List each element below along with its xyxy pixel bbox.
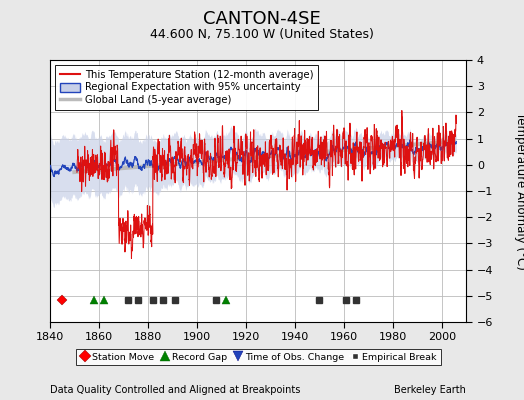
Legend: This Temperature Station (12-month average), Regional Expectation with 95% uncer: This Temperature Station (12-month avera… (55, 65, 318, 110)
Text: Berkeley Earth: Berkeley Earth (395, 385, 466, 395)
Y-axis label: Temperature Anomaly (°C): Temperature Anomaly (°C) (514, 112, 524, 270)
Legend: Station Move, Record Gap, Time of Obs. Change, Empirical Break: Station Move, Record Gap, Time of Obs. C… (76, 349, 441, 365)
Text: CANTON-4SE: CANTON-4SE (203, 10, 321, 28)
Text: Data Quality Controlled and Aligned at Breakpoints: Data Quality Controlled and Aligned at B… (50, 385, 300, 395)
Text: 44.600 N, 75.100 W (United States): 44.600 N, 75.100 W (United States) (150, 28, 374, 41)
